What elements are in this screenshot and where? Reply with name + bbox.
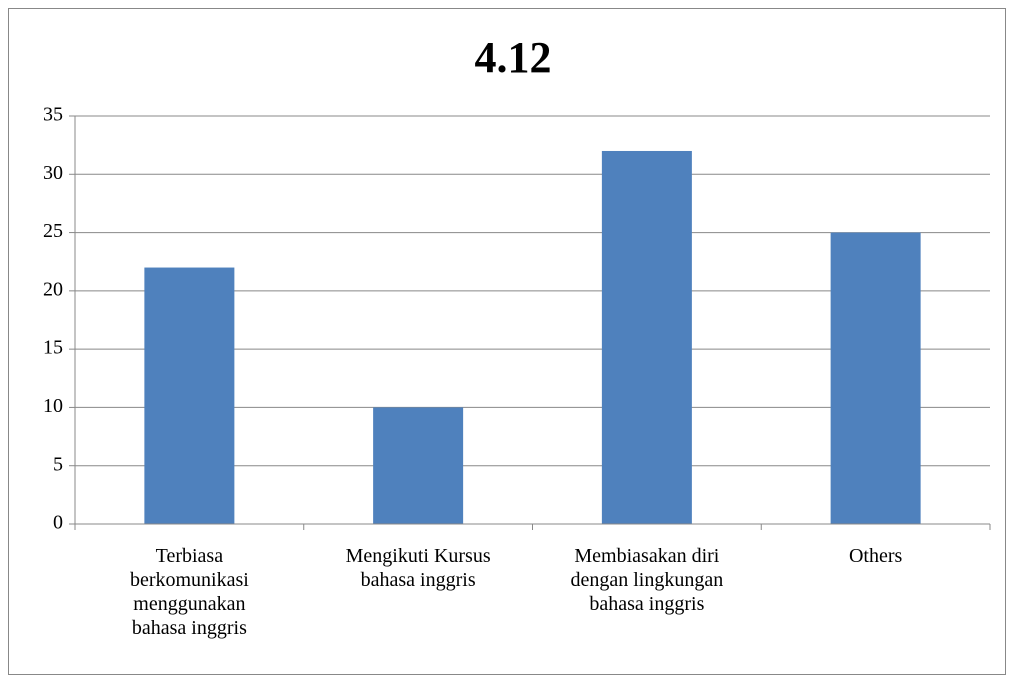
x-tick-label: Membiasakan diri dengan lingkungan bahas… [570, 545, 724, 615]
bar [830, 232, 921, 525]
bar [373, 407, 464, 524]
y-tick-label: 25 [43, 220, 63, 242]
y-tick-label: 10 [43, 395, 63, 417]
y-tick-label: 35 [43, 104, 63, 126]
y-tick-label: 20 [43, 278, 63, 300]
y-tick-label: 15 [43, 337, 63, 359]
bar [144, 267, 235, 524]
chart-title: 4.12 [475, 33, 552, 82]
y-tick-label: 30 [43, 162, 63, 184]
y-tick-label: 5 [53, 453, 63, 475]
x-tick-label: Terbiasa berkomunikasi menggunakan bahas… [129, 545, 249, 639]
x-tick-label: Others [848, 545, 903, 567]
x-tick-label: Mengikuti Kursus bahasa inggris [345, 545, 491, 591]
y-tick-label: 0 [53, 512, 63, 534]
bar [601, 150, 692, 524]
